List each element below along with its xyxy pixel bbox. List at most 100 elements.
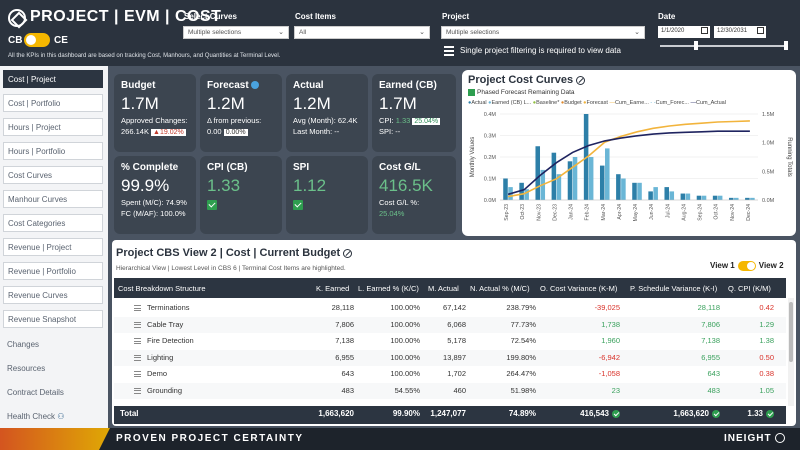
col-k-earned[interactable]: K. Earned xyxy=(316,284,350,293)
table-row[interactable]: Fire Detection 7,138 100.00% 5,178 72.54% 1,9… xyxy=(114,333,786,349)
table-row[interactable]: Demo 643 100.00% 1,702 264.47% -1,058 643 0.38 xyxy=(114,366,786,382)
sidebar-item-cost-categories[interactable]: Cost Categories xyxy=(3,214,103,232)
sidebar-item-manhour-curves[interactable]: Manhour Curves xyxy=(3,190,103,208)
sidebar-item-contract-details[interactable]: Contract Details xyxy=(7,388,64,397)
info-icon[interactable] xyxy=(250,81,259,90)
bar-actual xyxy=(632,182,637,200)
col-l-earned-pct[interactable]: L. Earned % (K/C) xyxy=(358,284,419,293)
col-cbs[interactable]: Cost Breakdown Structure xyxy=(118,284,206,293)
calendar-icon[interactable] xyxy=(701,27,708,34)
bar-actual xyxy=(503,178,508,200)
sidebar-item-changes[interactable]: Changes xyxy=(7,340,40,349)
cell-p-schedule-variance: 7,138 xyxy=(701,336,720,345)
col-p-schedule-variance[interactable]: P. Schedule Variance (K-I) xyxy=(630,284,718,293)
legend-cum-actual[interactable]: —Cum_Actual xyxy=(690,100,726,106)
date-start-input[interactable]: 1/1/2020 xyxy=(658,26,710,38)
cell-k-earned: 7,138 xyxy=(335,336,354,345)
check-circle-icon xyxy=(612,409,620,418)
view-switch[interactable] xyxy=(737,261,756,271)
col-o-cost-variance[interactable]: O. Cost Variance (K-M) xyxy=(540,284,618,293)
table-row[interactable]: Terminations 28,118 100.00% 67,142 238.79% -3… xyxy=(114,300,786,316)
col-q-cpi[interactable]: Q. CPI (K/M) xyxy=(728,284,771,293)
col-n-actual-pct[interactable]: N. Actual % (M/C) xyxy=(470,284,530,293)
x-tick-label: Aug-24 xyxy=(681,204,687,221)
select-curves-dropdown[interactable]: Multiple selections ⌄ xyxy=(183,26,289,39)
cpi-badge: 25.04% xyxy=(412,118,441,125)
cell-q-cpi: 0.42 xyxy=(759,303,774,312)
checkbox-icon[interactable] xyxy=(468,89,475,96)
bar-earned xyxy=(572,157,578,200)
date-slider-end-handle[interactable] xyxy=(784,41,788,50)
toggle-label-cb: CB xyxy=(8,35,23,46)
sidebar-item-health-check[interactable]: Health Check ⚇ xyxy=(3,408,103,426)
cell-cbs: Lighting xyxy=(134,353,294,362)
total-o: 416,543 xyxy=(564,409,620,418)
sidebar-item-revenue-curves[interactable]: Revenue Curves xyxy=(3,286,103,304)
date-end-input[interactable]: 12/30/2031 xyxy=(714,26,766,38)
legend-baseline[interactable]: ●Baseline* xyxy=(532,100,560,106)
row-lines-icon xyxy=(134,354,141,361)
table-row[interactable]: Grounding 483 54.55% 460 51.98% 23 483 1.05 xyxy=(114,382,786,399)
legend-actual[interactable]: ●Actual xyxy=(468,100,487,106)
bar-actual xyxy=(535,146,541,200)
cost-curves-chart: 0.0M 0.1M 0.2M 0.3M 0.4M 0.0M 0.5M 1.0M 1.5M Mont… xyxy=(470,112,792,221)
cb-ce-toggle[interactable] xyxy=(24,33,50,47)
sidebar-item-cost-curves[interactable]: Cost Curves xyxy=(3,166,103,184)
project-dropdown[interactable]: Multiple selections ⌄ xyxy=(441,26,645,39)
col-m-actual[interactable]: M. Actual xyxy=(428,284,459,293)
actual-card: Actual 1.2M Avg (Month): 62.4K Last Mont… xyxy=(286,74,368,152)
sidebar-item-revenue-snapshot[interactable]: Revenue Snapshot xyxy=(3,310,103,328)
legend-forecast[interactable]: ●Forecast xyxy=(583,100,608,106)
cell-o-cost-variance: -39,025 xyxy=(594,303,620,312)
cbs-table-panel: Project CBS View 2 | Cost | Current Budg… xyxy=(112,240,796,426)
cell-p-schedule-variance: 483 xyxy=(707,385,720,395)
legend-earned[interactable]: ●Earned (CB) L... xyxy=(488,100,532,106)
complete-card: % Complete 99.9% Spent (M/C): 74.9% FC (… xyxy=(114,156,196,234)
table-scroll-thumb[interactable] xyxy=(789,302,793,362)
check-circle-icon xyxy=(766,409,774,418)
approved-changes-label: Approved Changes: xyxy=(121,116,188,125)
cell-p-schedule-variance: 7,806 xyxy=(701,319,720,329)
no-filter-icon[interactable] xyxy=(576,75,586,85)
cell-n-actual-pct: 72.54% xyxy=(510,336,536,345)
costgl-value: 416.5K xyxy=(379,176,433,195)
bar-earned xyxy=(669,191,675,200)
budget-value: 1.7M xyxy=(121,94,159,113)
sidebar-item-resources[interactable]: Resources xyxy=(7,364,46,373)
sidebar-item-hours-portfolio[interactable]: Hours | Portfolio xyxy=(3,142,103,160)
calendar-icon[interactable] xyxy=(757,27,764,34)
project-label: Project xyxy=(442,12,470,21)
complete-title: % Complete xyxy=(121,162,179,173)
no-filter-icon[interactable] xyxy=(343,248,353,258)
cell-p-schedule-variance: 28,118 xyxy=(697,303,720,312)
cost-items-dropdown[interactable]: All ⌄ xyxy=(294,26,430,39)
cell-p-schedule-variance: 6,955 xyxy=(701,352,720,362)
sidebar-item-cost-portfolio[interactable]: Cost | Portfolio xyxy=(3,94,103,112)
x-tick-label: Jun-24 xyxy=(649,204,655,220)
sidebar-item-cost-project[interactable]: Cost | Project xyxy=(3,70,103,88)
x-tick-label: Feb-24 xyxy=(585,204,591,221)
phased-forecast-checkbox[interactable]: Phased Forecast Remaining Data xyxy=(468,89,575,96)
date-slider-start-handle[interactable] xyxy=(694,41,698,50)
filter-sliders-icon xyxy=(444,44,454,56)
bar-actual xyxy=(664,187,670,200)
cell-m-actual: 67,142 xyxy=(443,303,466,312)
table-row[interactable]: Lighting 6,955 100.00% 13,897 199.80% -6,942 6… xyxy=(114,349,786,366)
date-range-slider[interactable] xyxy=(660,41,788,50)
costgl-pct-label: Cost G/L %: xyxy=(379,198,420,207)
sidebar-item-revenue-portfolio[interactable]: Revenue | Portfolio xyxy=(3,262,103,280)
cell-p-schedule-variance: 643 xyxy=(707,369,720,378)
check-icon xyxy=(293,200,303,210)
date-end-value: 12/30/2031 xyxy=(717,28,748,34)
view-toggle[interactable]: View 1 View 2 xyxy=(710,261,784,271)
sidebar-item-hours-project[interactable]: Hours | Project xyxy=(3,118,103,136)
y-tick-label: 0.1M xyxy=(484,177,497,183)
table-row[interactable]: Cable Tray 7,806 100.00% 6,068 77.73% 1,738 7,… xyxy=(114,316,786,333)
legend-budget[interactable]: ●Budget xyxy=(560,100,582,106)
legend-cum-forecast[interactable]: - -Cum_Forec... xyxy=(650,100,689,106)
sidebar-item-revenue-project[interactable]: Revenue | Project xyxy=(3,238,103,256)
legend-cum-earned[interactable]: —Cum_Earne... xyxy=(609,100,649,106)
cell-k-earned: 7,806 xyxy=(335,319,354,329)
actual-value: 1.2M xyxy=(293,94,331,113)
kpi-note: All the KPIs in this dashboard are based… xyxy=(8,53,281,59)
